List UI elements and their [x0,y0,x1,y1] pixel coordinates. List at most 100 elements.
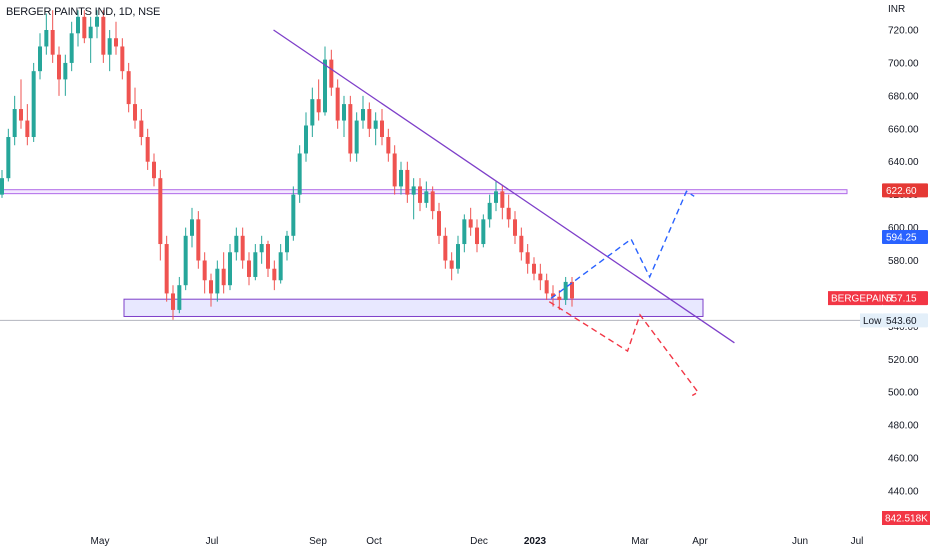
support-zone[interactable] [123,298,704,317]
projection-price-badge: 594.25 [882,230,928,245]
time-axis[interactable]: May Jul Sep Oct Dec 2023 Mar Apr Jun Jul [91,536,864,547]
y-tick-label: 460.00 [888,454,919,465]
candle-body [538,273,543,281]
currency-label: INR [888,4,905,15]
candle-body [31,71,36,138]
candle-body [475,227,479,245]
candle-body [171,293,175,310]
y-tick-label: 720.00 [888,26,919,37]
candle [405,161,410,203]
candle [247,252,251,286]
candle [563,276,568,305]
candle-body [329,59,334,88]
candle [443,227,448,269]
candle-body [335,87,340,121]
candle [468,207,473,236]
bullish-projection-path[interactable] [550,190,695,299]
candle-body [6,137,11,179]
low-tag-background [860,313,882,328]
candle-body [557,296,562,301]
candle [164,235,169,302]
y-tick-label: 500.00 [888,388,919,399]
candle [82,10,87,44]
candle [525,244,530,274]
candle [266,240,270,277]
candle [177,276,182,314]
candle-body [120,46,125,72]
candle-body [0,178,4,195]
candle-body [63,62,68,80]
candle [506,194,511,228]
candle [430,186,435,220]
descending-trendline[interactable] [273,29,735,344]
candle-body [177,285,182,310]
candle [304,112,308,162]
candle-body [424,191,429,203]
candle-body [494,191,498,203]
candle [361,95,365,129]
candles-group [0,10,574,320]
candle-body [392,153,397,187]
chart-title: BERGER PAINTS IND, 1D, NSE [6,6,161,18]
candle [551,285,555,307]
candle-body [380,120,384,138]
candle-body [12,109,17,138]
candle-body [310,99,315,126]
candle-body [190,219,194,236]
candle-body [253,252,258,277]
candle [152,153,156,187]
candle [126,62,131,113]
symbol-name-tag: BERGEPAINT [831,294,895,305]
candle [114,21,118,55]
low-price-badge-background [882,313,928,328]
candle [196,211,201,269]
candle-body [449,260,454,269]
candle-body [228,252,232,286]
y-tick-label: 580.00 [888,256,919,267]
candle [316,79,321,121]
candle-body [323,59,327,113]
candle-body [468,219,473,228]
candle [44,13,49,55]
candle-body [221,268,226,286]
price-axis[interactable]: INR720.00700.00680.00660.00640.00620.006… [880,0,932,550]
symbol-name-tag-background [828,291,882,306]
candle [481,214,486,248]
candle-body [487,202,492,220]
candle-body [525,252,530,264]
candle [342,95,346,138]
candle [494,181,498,212]
candle [88,16,93,63]
candle [399,161,403,195]
candle [544,273,549,301]
candle-body [272,268,277,281]
y-tick-label: 640.00 [888,157,919,168]
candle [101,10,106,63]
candle [221,252,226,294]
candle [329,49,334,96]
candle [31,62,36,142]
y-tick-label: 520.00 [888,355,919,366]
projection-price-badge-background [882,230,928,245]
candle [418,178,422,212]
candle [367,102,372,138]
candle [519,227,524,261]
candle-body [25,120,30,138]
candle [50,10,55,63]
candle-body [133,104,137,121]
candle-body [500,191,505,208]
candle [25,104,30,146]
candle-body [139,120,144,138]
candle-body [430,191,435,212]
candle-body [215,268,220,294]
candle-body [259,244,264,253]
symbol-price-badge: 557.15 [882,291,928,306]
candle [6,128,11,182]
candle-body [551,293,555,297]
bearish-projection-path[interactable] [548,301,700,397]
candle-body [126,71,131,105]
candle-body [202,260,207,281]
candle [215,260,220,302]
